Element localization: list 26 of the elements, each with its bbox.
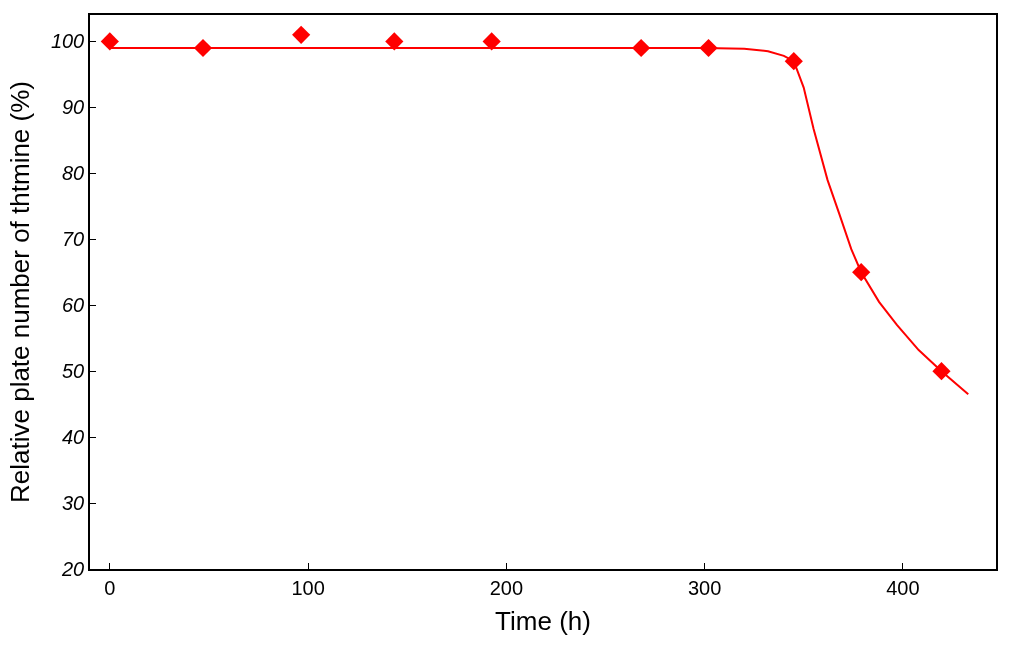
x-tick-label: 100 [291,576,325,599]
point [482,32,501,51]
y-tick-label: 50 [62,360,85,383]
y-tick-label: 40 [62,426,85,449]
point [100,32,119,51]
y-tick-label: 70 [62,228,85,251]
point [632,38,651,58]
x-tick-label: 400 [886,576,920,599]
point [852,263,871,282]
point [292,25,311,44]
point [385,32,404,51]
y-tick-label: 60 [62,294,85,317]
point [932,362,951,381]
y-tick-label: 100 [50,30,85,53]
y-tick-label: 30 [62,492,85,515]
y-tick-label: 20 [61,558,85,580]
point [784,52,803,71]
y-tick-label: 90 [62,96,85,119]
y-axis-title: Relative plate number of thtmine (%) [4,81,35,503]
x-tick-label: 200 [489,576,524,599]
point [193,38,213,58]
point [699,38,718,58]
x-tick-label: 300 [687,576,722,599]
y-tick-label: 80 [62,162,85,185]
x-axis-title: Time (h) [495,605,591,636]
x-tick-label: 0 [104,576,116,599]
